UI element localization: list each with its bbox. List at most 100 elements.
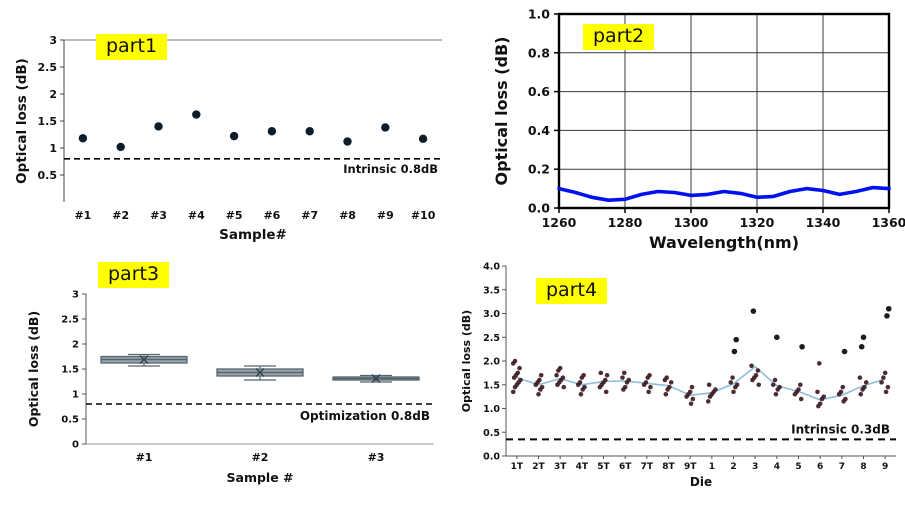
x-tick-label: 7 <box>839 462 845 472</box>
data-point <box>840 384 846 390</box>
mean-marker <box>371 374 381 383</box>
optical-loss-curve <box>557 185 891 202</box>
y-tick-label: 2.5 <box>61 315 79 326</box>
data-point <box>843 396 848 402</box>
part2-chart: 0.0 0.2 0.4 0.6 0.8 1.0 1260 1280 1300 1320 1340 13… <box>492 7 905 253</box>
y-tick-label: 2 <box>72 340 79 351</box>
data-point <box>687 389 693 395</box>
outlier-point <box>841 348 848 355</box>
x-tick-label: 1 <box>709 462 715 472</box>
part3-chart: 0 0.5 1 1.5 2 2.5 3 Optimization 0.8dB #1 #2 #3 Sam… <box>26 290 434 485</box>
x-tick-label: 1340 <box>806 215 841 230</box>
data-point <box>755 368 761 373</box>
part2-label: part2 <box>583 24 655 50</box>
y-tick-label: 0 <box>72 440 79 451</box>
outlier-point <box>858 343 865 350</box>
x-tick-label: 8 <box>860 462 866 472</box>
x-tick-label: #3 <box>368 451 385 464</box>
data-point <box>537 377 542 383</box>
mean-line <box>516 365 886 401</box>
data-point <box>581 372 586 378</box>
data-point <box>663 391 669 397</box>
part2-panel: part2 0.0 0.2 0.4 0.6 0.8 1.0 1260 1280 1300 1320… <box>487 0 905 258</box>
x-tick-label: #9 <box>377 209 394 222</box>
x-tick-label: 5T <box>597 462 610 472</box>
reference-line-label: Intrinsic 0.8dB <box>343 162 438 176</box>
data-point <box>518 377 523 383</box>
reference-line-label: Optimization 0.8dB <box>300 409 430 423</box>
x-tick-label: 2 <box>730 462 736 472</box>
part3-panel: part3 0 0.5 1 1.5 2 2.5 3 Optimization 0.8dB #1 #… <box>22 258 447 506</box>
x-tick-label: 3T <box>554 462 567 472</box>
part4-panel: part4 0.0 0.5 1.0 1.5 2.0 2.5 3.0 3.5 4.0 1T 2T 3T 4… <box>458 256 905 507</box>
part3-label: part3 <box>98 262 170 288</box>
outlier-point <box>774 334 780 341</box>
x-tick-label: 4 <box>774 462 780 472</box>
data-point <box>756 382 762 388</box>
data-point <box>863 380 869 385</box>
data-point <box>798 382 803 388</box>
data-point <box>749 363 754 369</box>
data-point <box>154 122 163 131</box>
outlier-point <box>860 334 867 341</box>
data-point <box>78 134 88 143</box>
y-tick-label: 2.5 <box>38 61 58 74</box>
data-point <box>862 384 867 390</box>
data-point <box>582 384 587 390</box>
x-tick-label: 1260 <box>542 215 577 230</box>
data-point <box>883 389 889 395</box>
data-point <box>664 375 669 380</box>
data-point <box>706 382 712 388</box>
x-tick-label: 5 <box>795 462 801 472</box>
mean-marker <box>255 368 265 377</box>
data-point <box>798 396 804 402</box>
y-tick-label: 1.0 <box>528 7 550 22</box>
data-point <box>515 370 521 376</box>
data-point <box>857 375 863 380</box>
data-point <box>643 380 649 385</box>
x-tick-label: 2T <box>532 462 545 472</box>
data-point <box>621 370 627 376</box>
x-tick-label: 7T <box>641 462 654 472</box>
y-axis-title: Optical loss (dB) <box>26 311 41 427</box>
data-point <box>560 375 566 380</box>
data-point <box>554 372 559 378</box>
data-point <box>510 389 516 395</box>
data-point <box>882 370 888 376</box>
x-tick-label: #7 <box>301 209 318 222</box>
x-tick-label: 4T <box>576 462 589 472</box>
outlier-point <box>733 336 739 343</box>
outlier-point <box>884 313 890 319</box>
x-tick-label: #6 <box>263 209 280 222</box>
x-axis-title: Wavelength(nm) <box>649 233 799 252</box>
y-tick-label: 1.5 <box>38 115 58 128</box>
x-tick-label: 8T <box>662 462 675 472</box>
y-tick-label: 0.0 <box>528 201 550 216</box>
data-point <box>577 380 583 385</box>
y-axis-title: Optical loss (dB) <box>460 310 473 412</box>
y-tick-label: 1 <box>72 390 79 401</box>
reference-line-label: Intrinsic 0.3dB <box>791 422 890 436</box>
data-point <box>667 384 672 390</box>
part1-chart: 0.5 1 1.5 2 2.5 3 Intrinsic 0.8dB #1 #2 #3 #4 #5 #6 #… <box>14 34 442 243</box>
data-point <box>603 377 608 383</box>
data-point <box>598 370 604 376</box>
data-point <box>858 391 864 397</box>
data-point <box>770 382 776 388</box>
data-point <box>773 391 779 397</box>
data-point <box>815 389 820 395</box>
x-tick-label: #2 <box>112 209 129 222</box>
outlier-point <box>750 308 757 314</box>
data-point <box>821 394 827 399</box>
x-axis-title: Die <box>690 475 712 489</box>
data-point <box>731 389 736 395</box>
data-point <box>305 127 314 136</box>
y-tick-label: 0.0 <box>483 452 500 463</box>
y-tick-label: 3 <box>72 290 79 301</box>
x-tick-label: 9 <box>882 462 888 472</box>
y-tick-label: 3.0 <box>483 309 500 320</box>
x-tick-label: 1320 <box>740 215 775 230</box>
data-point <box>418 134 428 144</box>
data-point <box>734 382 740 388</box>
part4-chart: 0.0 0.5 1.0 1.5 2.0 2.5 3.0 3.5 4.0 1T 2T 3T 4T 5T 6T 7… <box>460 262 896 489</box>
